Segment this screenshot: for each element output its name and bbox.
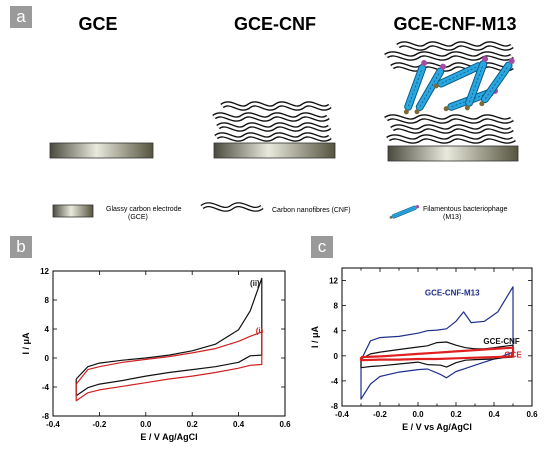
x-tick-label: 0.2	[450, 410, 462, 419]
y-tick-label: -8	[331, 402, 339, 411]
cv-chart-c: -0.4 -0.2 0.0 0.2 0.4 0.6 -8 -4 0 4 8 12 E / V vs Ag…	[310, 267, 538, 432]
y-axis-label: I / μA	[310, 325, 320, 348]
y-axis-label: I / μA	[21, 332, 31, 355]
annotation-label: (i)	[256, 326, 264, 335]
annotation-label: (ii)	[250, 279, 260, 288]
y-tick-label: 4	[45, 325, 50, 334]
title-gce-cnf: GCE-CNF	[234, 14, 316, 34]
x-tick-label: 0.4	[233, 420, 245, 429]
annotation-label: GCE	[504, 351, 522, 360]
cv-series-1	[75, 331, 263, 402]
x-tick-label: 0.4	[488, 410, 500, 419]
title-gce: GCE	[78, 14, 117, 34]
title-gce-cnf-m13: GCE-CNF-M13	[393, 14, 516, 34]
schematic-panel-a: GCE GCE-CNF GCE-CNF-M13 Glassy carbo	[49, 14, 519, 221]
y-tick-label: 12	[329, 277, 338, 286]
cv-series-2	[359, 346, 515, 362]
plot-frame	[52, 270, 286, 417]
y-tick-label: 0	[45, 354, 50, 363]
y-tick-label: -4	[42, 383, 50, 392]
x-tick-label: -0.2	[373, 410, 387, 419]
annotation-label: GCE-CNF	[483, 337, 520, 346]
panel-c-tag: c	[311, 236, 333, 258]
y-tick-label: 8	[334, 302, 339, 311]
gce-cnf-m13-electrode	[387, 145, 519, 162]
x-tick-label: 0.2	[187, 420, 199, 429]
legend-phage-label-1: Filamentous bacteriophage	[423, 206, 508, 213]
x-tick-label: -0.2	[93, 420, 107, 429]
legend-phage-icon	[388, 204, 421, 220]
legend-cnf-label: Carbon nanofibres (CNF)	[272, 207, 351, 214]
x-tick-label: -0.4	[335, 410, 349, 419]
gce-electrode	[49, 142, 154, 159]
x-tick-label: 0.6	[526, 410, 538, 419]
cv-chart-b: -0.4 -0.2 0.0 0.2 0.4 0.6 -8 -4 0 4 8 12 E / V Ag/Ag…	[21, 267, 291, 442]
x-tick-label: 0.0	[140, 420, 152, 429]
x-axis-label: E / V vs Ag/AgCl	[402, 422, 472, 432]
legend-gce-label-2: (GCE)	[128, 214, 148, 221]
x-tick-label: -0.4	[46, 420, 60, 429]
y-tick-label: 0	[334, 352, 339, 361]
x-axis-label: E / V Ag/AgCl	[140, 432, 197, 442]
y-tick-label: 8	[45, 296, 50, 305]
legend-phage-label-2: (M13)	[443, 214, 461, 221]
legend-gce-label-1: Glassy carbon electrode	[106, 206, 182, 213]
x-tick-label: 0.0	[412, 410, 424, 419]
y-tick-label: -4	[331, 377, 339, 386]
cnf-layer	[214, 104, 330, 139]
legend-gce-icon	[52, 204, 94, 218]
annotation-label: GCE-CNF-M13	[425, 289, 480, 298]
y-tick-label: 4	[334, 327, 339, 336]
panel-a-tag: a	[10, 6, 32, 28]
legend-cnf-icon	[200, 202, 264, 212]
y-tick-label: -8	[42, 412, 50, 421]
y-tick-label: 12	[40, 267, 49, 276]
x-tick-label: 0.6	[279, 420, 291, 429]
panel-b-tag: b	[10, 236, 32, 258]
cv-series-0	[75, 277, 263, 397]
gce-cnf-electrode	[213, 142, 336, 159]
